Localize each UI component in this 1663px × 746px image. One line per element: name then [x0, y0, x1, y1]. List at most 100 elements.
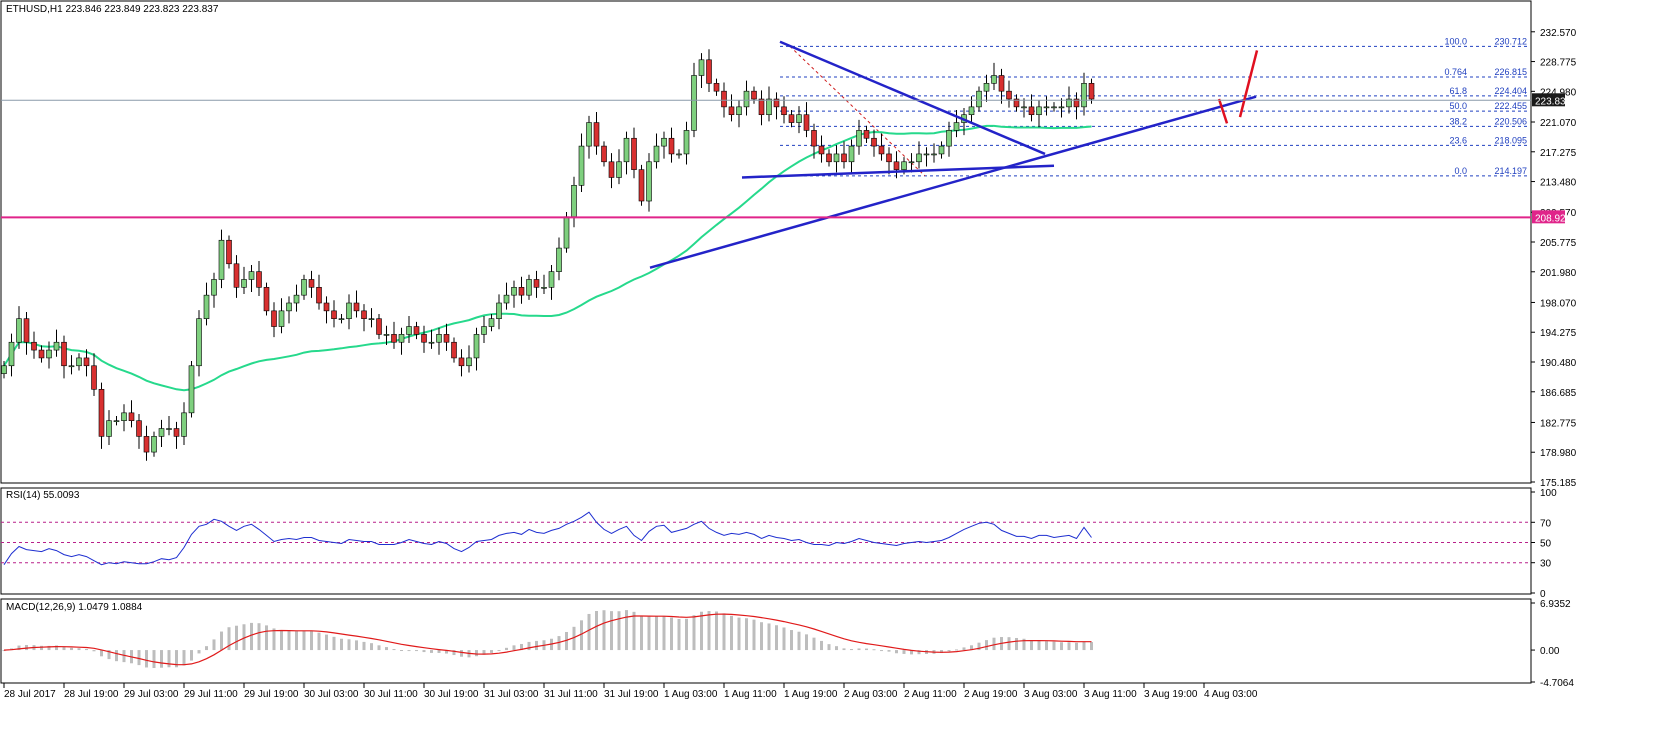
candle-down: [826, 153, 832, 163]
macd-histogram-bar: [917, 650, 921, 655]
candle-down: [893, 161, 900, 170]
candle-up: [991, 75, 997, 84]
candle-up: [563, 216, 570, 249]
candle-up: [53, 341, 60, 351]
candle-down: [256, 271, 262, 288]
candle-down: [811, 130, 817, 147]
macd-histogram-bar: [887, 650, 891, 652]
time-tick-label: 28 Jul 19:00: [64, 689, 119, 700]
candle-up: [286, 302, 292, 312]
macd-histogram-bar: [362, 641, 366, 651]
macd-histogram-bar: [767, 623, 771, 651]
candle-up: [908, 161, 915, 164]
candle-up: [796, 114, 802, 123]
macd-histogram-bar: [355, 640, 358, 651]
fib-level-value: 224.404: [1494, 86, 1527, 96]
macd-histogram-bar: [880, 650, 883, 652]
fib-diagonal: [789, 46, 926, 177]
macd-histogram-bar: [595, 610, 598, 651]
candle-up: [188, 365, 195, 414]
macd-histogram-bar: [572, 626, 576, 651]
macd-histogram-bar: [265, 625, 268, 651]
macd-histogram-bar: [977, 642, 981, 651]
macd-histogram-bar: [347, 639, 351, 651]
trendlines: [649, 40, 1259, 269]
macd-histogram-bar: [100, 650, 103, 657]
candle-up: [1036, 106, 1042, 116]
support-price-label: 208.920: [1535, 213, 1572, 224]
candle-down: [323, 302, 330, 312]
red-arrow-down: [1217, 98, 1229, 124]
candle-up: [503, 294, 510, 304]
candle-down: [226, 239, 232, 265]
horizontal-lines: 208.920 223.837: [1, 93, 1572, 224]
candle-down: [173, 428, 180, 437]
macd-histogram-bar: [715, 611, 718, 651]
price-tick-label: 178.980: [1540, 448, 1577, 459]
candle-up: [586, 122, 592, 147]
macd-histogram-bar: [587, 613, 591, 651]
candle-up: [736, 106, 742, 116]
last-price-tag: [1532, 93, 1565, 107]
candle-up: [398, 334, 405, 343]
macd-histogram-bar: [857, 648, 861, 651]
candle-up: [428, 341, 435, 344]
candle-down: [1073, 98, 1080, 108]
candle-down: [631, 137, 637, 170]
candle-down: [1028, 106, 1035, 116]
fib-level-value: 214.197: [1494, 166, 1527, 176]
macd-histogram-bar: [610, 611, 613, 651]
macd-histogram-bar: [2, 650, 6, 652]
candle-up: [548, 271, 555, 288]
time-tick-label: 3 Aug 11:00: [1084, 689, 1137, 700]
candle-down: [608, 161, 615, 178]
time-tick-label: 1 Aug 19:00: [784, 689, 838, 700]
fib-level-value: 222.455: [1494, 101, 1527, 111]
macd-histogram-bar: [1045, 641, 1048, 651]
candle-down: [871, 137, 877, 147]
candle-up: [848, 145, 855, 163]
fib-level-ratio: 61.8: [1449, 86, 1467, 96]
candle-up: [68, 365, 75, 368]
macd-histogram-bar: [707, 611, 711, 651]
macd-histogram-bar: [437, 650, 441, 653]
macd-histogram-bar: [985, 640, 988, 651]
macd-histogram-bar: [490, 650, 493, 653]
candle-up: [968, 106, 975, 116]
candle-up: [301, 279, 307, 296]
candle-down: [1006, 90, 1012, 100]
candle-up: [923, 153, 930, 156]
macd-histogram-bar: [782, 627, 786, 651]
candle-down: [721, 90, 727, 108]
time-tick-label: 4 Aug 03:00: [1204, 689, 1258, 700]
macd-histogram-bar: [955, 649, 958, 651]
macd-histogram-bar: [422, 650, 426, 653]
candle-down: [533, 279, 540, 288]
price-tick-label: 228.775: [1540, 58, 1577, 69]
candle-up: [121, 412, 127, 421]
candle-down: [308, 279, 315, 288]
candle-up: [218, 239, 225, 280]
support-trendline: [741, 164, 1055, 179]
candle-down: [331, 310, 337, 319]
candle-down: [316, 287, 322, 304]
macd-histogram-bar: [340, 638, 343, 651]
macd-histogram-bar: [662, 616, 666, 651]
candle-down: [773, 98, 780, 108]
candle-up: [76, 357, 82, 367]
macd-histogram-bar: [280, 630, 283, 651]
candle-down: [391, 334, 397, 343]
candle-up: [1021, 106, 1027, 109]
macd-histogram-bar: [497, 650, 501, 652]
candle-down: [233, 263, 240, 288]
macd-histogram-bar: [475, 650, 478, 657]
candle-up: [166, 428, 172, 430]
macd-histogram-bar: [1067, 642, 1071, 651]
macd-histogram-bar: [145, 650, 148, 668]
macd-histogram-bar: [812, 637, 816, 651]
price-tick-label: 190.480: [1540, 358, 1577, 369]
candle-up: [278, 310, 285, 327]
macd-histogram-bar: [835, 646, 838, 651]
macd-histogram-bar: [962, 647, 966, 651]
